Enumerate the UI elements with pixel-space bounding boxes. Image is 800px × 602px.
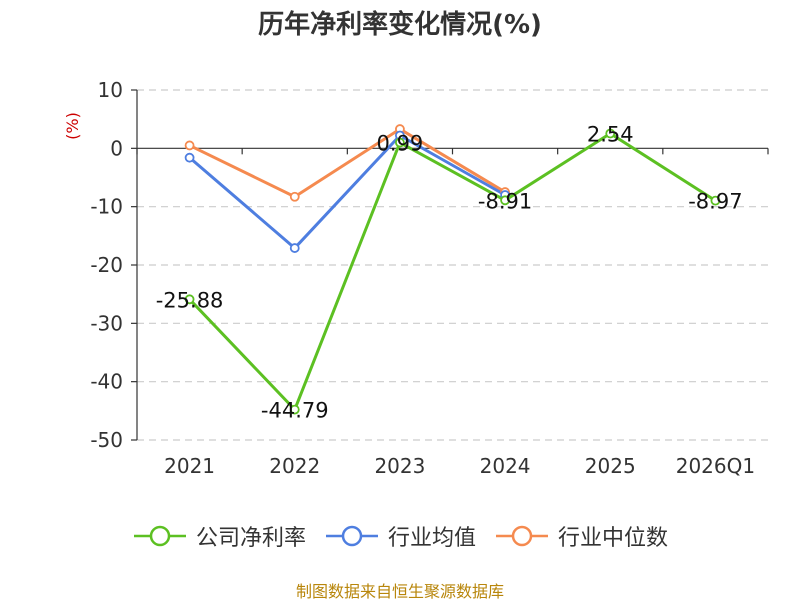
legend-swatch-icon — [133, 525, 186, 547]
y-tick-label: -30 — [90, 311, 123, 335]
legend-label: 公司净利率 — [195, 526, 306, 551]
legend-swatch-icon — [496, 525, 548, 547]
data-label: 2.54 — [587, 123, 634, 147]
series-line — [188, 127, 506, 199]
y-tick-label: 10 — [98, 78, 123, 102]
data-point — [500, 195, 510, 206]
x-tick-label: 2023 — [374, 454, 425, 478]
data-label: -8.97 — [688, 190, 742, 214]
y-axis-label: (%) — [63, 112, 82, 140]
x-tick-label: 2024 — [480, 454, 531, 478]
data-point — [605, 128, 616, 139]
data-label: -25.88 — [156, 288, 224, 312]
legend-item[interactable]: 公司净利率 — [132, 520, 306, 552]
data-point — [395, 137, 405, 148]
legend: 公司净利率 行业均值 行业中位数 — [0, 520, 800, 552]
series-line — [188, 132, 717, 412]
data-point — [289, 243, 300, 253]
y-tick-label: -10 — [90, 195, 123, 219]
data-point — [710, 195, 721, 206]
x-tick-label: 2022 — [269, 454, 320, 478]
series-line — [188, 134, 506, 250]
data-point — [289, 191, 300, 202]
y-tick-label: -50 — [90, 428, 123, 452]
data-point — [184, 152, 195, 163]
legend-label: 行业均值 — [387, 526, 476, 551]
y-tick-label: -20 — [90, 253, 123, 277]
x-tick-label: 2025 — [585, 454, 636, 478]
legend-label: 行业中位数 — [558, 526, 669, 551]
y-tick-label: -40 — [90, 370, 123, 394]
legend-item[interactable]: 行业中位数 — [494, 520, 668, 552]
data-point — [289, 404, 300, 415]
data-label: -44.79 — [261, 399, 329, 423]
data-label: -8.91 — [478, 189, 532, 213]
x-tick-label: 2026Q1 — [676, 454, 755, 478]
source-note: 制图数据来自恒生聚源数据库 — [295, 582, 504, 601]
legend-item[interactable]: 行业均值 — [324, 520, 476, 552]
data-label: 0.99 — [377, 132, 424, 156]
chart-title: 历年净利率变化情况(%) — [258, 10, 542, 40]
x-tick-label: 2021 — [164, 454, 215, 478]
data-point — [184, 140, 195, 151]
data-point — [184, 294, 195, 305]
legend-swatch-icon — [325, 525, 378, 547]
y-tick-label: 0 — [110, 136, 123, 160]
